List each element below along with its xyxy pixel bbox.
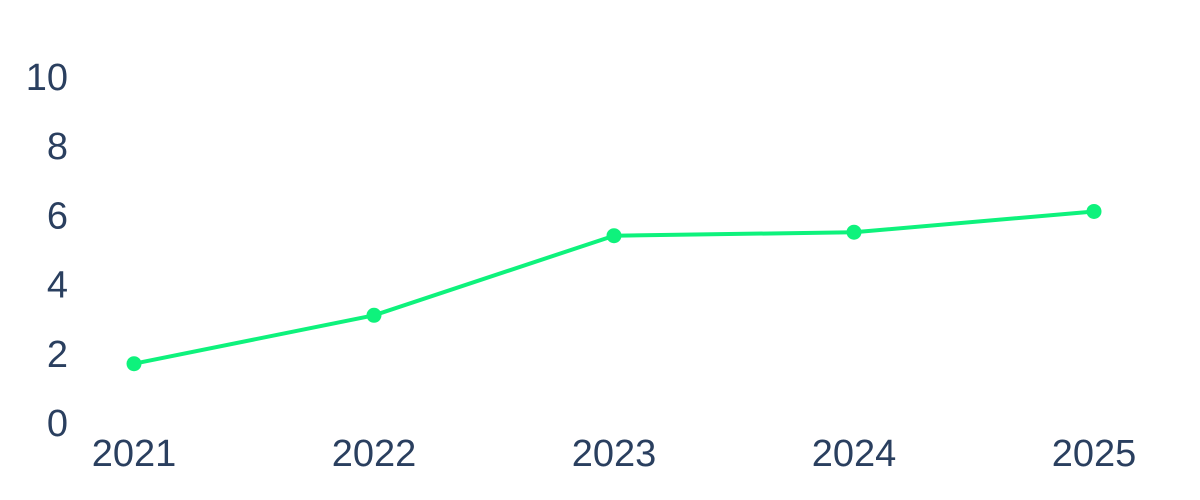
x-tick-label: 2021 [92,433,177,475]
y-tick-label: 6 [47,195,68,237]
marker [1086,203,1102,219]
y-tick-label: 10 [26,57,68,99]
marker [126,356,142,372]
y-tick-label: 0 [47,403,68,445]
y-tick-label: 8 [47,126,68,168]
x-tick-label: 2022 [332,433,417,475]
marker [366,307,382,323]
y-tick-label: 2 [47,334,68,376]
marker [606,228,622,244]
x-tick-label: 2025 [1052,433,1137,475]
marker [846,224,862,240]
x-tick-label: 2023 [572,433,657,475]
y-tick-label: 4 [47,265,68,307]
x-tick-label: 2024 [812,433,897,475]
